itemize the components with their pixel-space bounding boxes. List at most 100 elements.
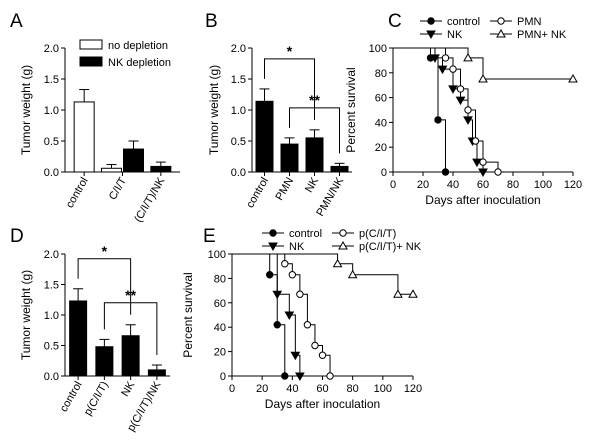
panel-D: 0.0 0.5 1.0 1.5 2.0 Tumor weight (g) controlp(… — [19, 243, 170, 434]
panel-C-legend-label: NK — [447, 29, 463, 41]
panel-letter-A: A — [10, 11, 23, 32]
panel-B-x-tick-label: control — [244, 176, 271, 211]
panel-C-x-label: Days after inoculation — [425, 193, 540, 207]
panel-B-y-tick-label: 1.5 — [231, 74, 246, 86]
panel-B-y-tick-label: 0.5 — [231, 136, 246, 148]
panel-B-x-tick-label: NK — [303, 175, 321, 195]
panel-E-legend-label: control — [289, 228, 322, 240]
panel-E-x-tick-label: 40 — [286, 383, 298, 395]
panel-A-x-tick-label: (C/I/T)/NK — [132, 175, 167, 224]
panel-C-series-marker — [441, 168, 450, 176]
panel-C-y-tick-label: 100 — [369, 43, 387, 55]
panel-letter-E: E — [203, 226, 216, 247]
panel-C-x-tick-label: 0 — [390, 179, 396, 191]
panel-D-y-label: Tumor weight (g) — [19, 270, 33, 360]
panel-A-legend-label: no depletion — [108, 40, 168, 52]
panel-C-series-marker — [434, 116, 442, 124]
panel-C-series-marker — [568, 73, 578, 83]
panel-B-bar — [305, 137, 324, 173]
panel-E-series-marker — [347, 269, 358, 279]
panel-B-significance-bracket — [264, 58, 315, 120]
panel-C-series-marker — [478, 73, 488, 83]
panel-B-significance-bracket — [289, 107, 340, 154]
panel-C-series-marker — [472, 158, 482, 168]
panel-D-bar — [69, 300, 88, 377]
panel-A-y-tick-label: 1.0 — [44, 105, 59, 117]
panel-C-series-marker — [471, 137, 480, 145]
panel-E-series-marker — [281, 260, 289, 268]
panel-C-x-tick-label: 120 — [564, 179, 582, 191]
panel-A-y-tick-label: 0.5 — [44, 136, 59, 148]
panel-D-y-tick-label: 2.0 — [44, 249, 59, 261]
panel-D-y-tick-label: 1.5 — [44, 280, 59, 292]
panel-B-bar — [255, 100, 274, 173]
panel-D-significance-bracket — [103, 302, 158, 356]
panel-E-legend-marker — [268, 242, 278, 252]
panel-A-x-tick-label: control — [64, 176, 91, 211]
panel-C-series-marker — [494, 168, 502, 176]
panel-E-x-label: Days after inoculation — [265, 397, 380, 411]
panel-A-y-label: Tumor weight (g) — [19, 65, 33, 155]
panel-C-series-marker — [449, 65, 457, 73]
panel-E-x-tick-label: 80 — [347, 383, 359, 395]
panel-E-legend-label: NK — [289, 241, 305, 253]
panel-E-y-label: Percent survival — [181, 272, 195, 357]
panel-E-legend-marker — [339, 229, 347, 237]
panel-C-series-marker — [478, 168, 488, 178]
panel-B-significance-label: ** — [309, 92, 320, 108]
panel-A-bar — [101, 167, 122, 173]
panel-C-x-tick-label: 60 — [477, 179, 489, 191]
panel-E-y-tick-label: 0 — [220, 371, 226, 383]
panel-C-series-marker — [430, 54, 440, 63]
panel-B-bar — [330, 165, 349, 173]
panel-E-y-tick-label: 80 — [214, 273, 226, 285]
panel-D-y-tick-label: 0.0 — [44, 371, 59, 383]
panel-E-y-tick-label: 100 — [208, 249, 226, 261]
panel-C-series-marker — [448, 85, 458, 94]
panel-B: 0.0 0.5 1.0 1.5 2.0 Tumor weight (g) control PM… — [207, 43, 352, 219]
panel-A-bar — [73, 101, 95, 173]
panel-A: 0.0 0.5 1.0 1.5 2.0 Tumor weight (g) control C/… — [19, 39, 180, 224]
panel-B-bar — [280, 143, 299, 173]
panel-D-bar — [121, 335, 140, 377]
panel-C-series-marker — [456, 85, 465, 93]
panel-C-x-tick-label: 80 — [507, 179, 519, 191]
panel-E-legend-label: p(C/I/T)+ NK — [359, 241, 422, 253]
panel-B-x-tick-label: PMN — [273, 175, 296, 202]
panel-C-y-tick-label: 20 — [375, 142, 387, 154]
panel-C-series-marker — [463, 116, 473, 125]
panel-C-x-tick-label: 100 — [534, 179, 552, 191]
panel-E-series-marker — [311, 341, 319, 350]
panel-C-legend-label: control — [447, 16, 480, 28]
panel-C-series-marker — [463, 52, 473, 62]
panel-E-series-line — [232, 253, 331, 376]
panel-C-y-tick-label: 40 — [375, 117, 387, 129]
panel-D-y-tick-label: 1.0 — [44, 310, 59, 322]
panel-C-y-tick-label: 0 — [381, 167, 387, 179]
panel-D-bar — [147, 369, 166, 377]
panel-E-series-marker — [326, 372, 334, 380]
panel-E-y-tick-label: 20 — [214, 347, 226, 359]
panel-C-y-label: Percent survival — [344, 67, 358, 152]
panel-B-y-tick-label: 2.0 — [231, 43, 246, 55]
panel-D-significance-label: * — [102, 243, 108, 259]
panel-E-series-marker — [332, 258, 343, 268]
panel-C-series-marker — [455, 96, 466, 106]
panel-C-series-marker — [464, 106, 472, 114]
panel-E-series-marker — [266, 271, 274, 279]
panel-E-series-marker — [290, 351, 301, 361]
panel-A-legend-swatch — [79, 39, 103, 50]
panel-B-y-tick-label: 1.0 — [231, 105, 246, 117]
panel-D-x-tick-label: NK — [119, 379, 137, 399]
panel-C-x-tick-label: 20 — [417, 179, 429, 191]
panel-E-series-marker — [303, 321, 312, 329]
panel-A-y-tick-label: 1.5 — [44, 74, 59, 86]
panel-D-y-tick-label: 0.5 — [44, 341, 59, 353]
panel-letter-C: C — [388, 11, 402, 32]
panel-A-legend-swatch — [79, 56, 103, 67]
panel-C-legend-marker — [496, 28, 506, 38]
panel-E-series-line — [232, 253, 413, 295]
panel-A-x-tick-label: C/I/T — [107, 175, 129, 202]
panel-A-bar — [123, 148, 144, 173]
